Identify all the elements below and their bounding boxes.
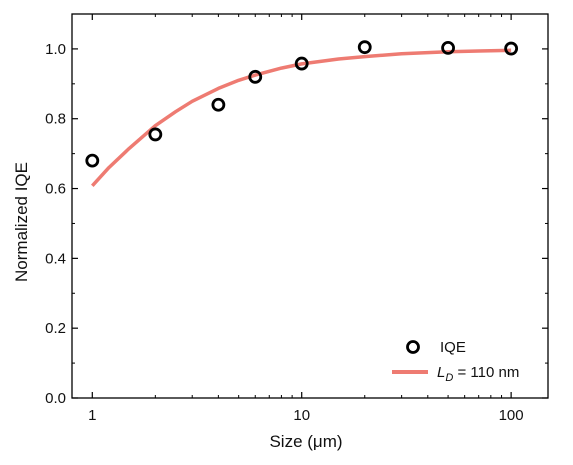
legend-fit-label: LD = 110 nm	[437, 364, 519, 384]
legend-iqe-label: IQE	[440, 339, 466, 356]
x-tick-label: 100	[499, 407, 524, 424]
iqe-data-point	[85, 153, 100, 168]
iqe-data-point	[211, 97, 226, 112]
iqe-data-point	[504, 41, 519, 56]
y-tick-label: 1.0	[45, 41, 66, 58]
plot-frame	[71, 13, 549, 399]
y-tick-label: 0.2	[45, 320, 66, 337]
plot-area: 0.0 0.2 0.4 0.6 0.8 1.0 1 10 100	[45, 13, 549, 424]
y-tick-label: 0.0	[45, 390, 66, 407]
y-axis-title: Normalized IQE	[12, 162, 31, 282]
x-tick-label: 10	[293, 407, 310, 424]
iqe-data-point	[441, 40, 455, 55]
legend-iqe-marker	[406, 340, 420, 354]
x-axis-title: Size (μm)	[269, 432, 342, 451]
legend: IQE LD = 110 nm	[392, 339, 519, 384]
x-tick-label: 1	[88, 407, 96, 424]
iqe-data-point	[148, 127, 163, 142]
y-tick-label: 0.8	[45, 111, 66, 128]
fit-curve-line	[91, 48, 512, 187]
y-tick-label: 0.6	[45, 181, 66, 198]
iqe-data-point	[294, 56, 309, 71]
iqe-data-point	[248, 69, 263, 84]
y-tick-label: 0.4	[45, 250, 66, 267]
iqe-data-point	[357, 40, 372, 55]
